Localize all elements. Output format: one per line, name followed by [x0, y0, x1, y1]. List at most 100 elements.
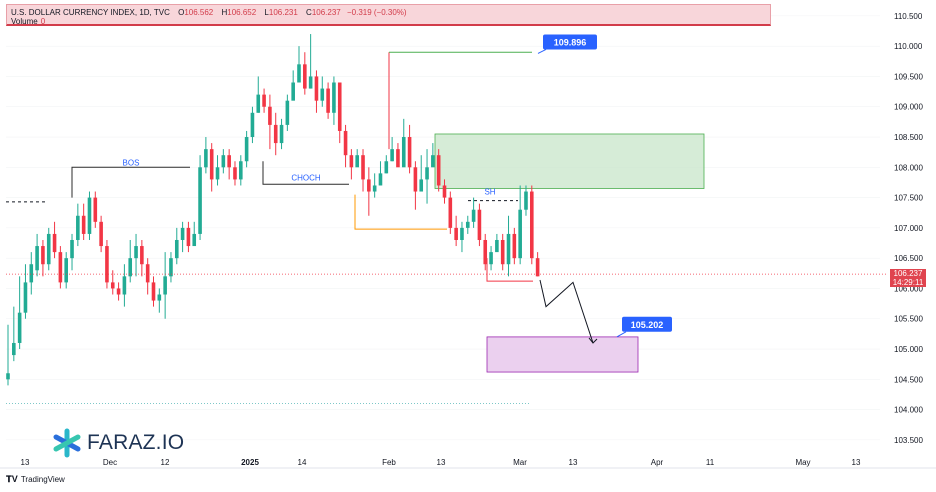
candle-body[interactable] — [396, 149, 400, 168]
candle-body[interactable] — [489, 252, 493, 265]
candle-body[interactable] — [343, 130, 348, 156]
candle-body[interactable] — [70, 239, 74, 259]
candle-body[interactable] — [41, 246, 45, 265]
candle-body[interactable] — [215, 167, 220, 180]
candle-body[interactable] — [355, 155, 359, 168]
candle-body[interactable] — [483, 239, 488, 265]
choch-line[interactable] — [262, 161, 349, 185]
candle-body[interactable] — [169, 258, 173, 277]
candle-body[interactable] — [518, 209, 522, 259]
candle-body[interactable] — [186, 227, 191, 247]
projection-arrow[interactable] — [539, 279, 594, 344]
candle-body[interactable] — [530, 191, 534, 259]
bos-line[interactable] — [71, 166, 190, 198]
candle-body[interactable] — [419, 179, 424, 192]
candle-body[interactable] — [471, 209, 476, 222]
target-high-callout[interactable]: 109.896 — [537, 34, 597, 54]
candle-body[interactable] — [291, 82, 295, 101]
candle-body[interactable] — [157, 294, 162, 301]
symbol-legend[interactable]: U.S. DOLLAR CURRENCY INDEX, 1D, TVC O106… — [6, 4, 771, 26]
candle-body[interactable] — [442, 185, 447, 198]
candle-body[interactable] — [12, 342, 16, 356]
tradingview-attribution[interactable]: 𝐓V TradingView — [6, 474, 65, 485]
candle-body[interactable] — [239, 161, 243, 180]
candle-body[interactable] — [209, 149, 214, 180]
candle-body[interactable] — [116, 288, 121, 295]
candle-body[interactable] — [52, 233, 57, 253]
candle-body[interactable] — [413, 167, 418, 192]
candle-body[interactable] — [233, 167, 237, 180]
candle-body[interactable] — [285, 100, 290, 125]
candle-body[interactable] — [448, 197, 453, 228]
candle-body[interactable] — [431, 155, 435, 168]
candle-body[interactable] — [425, 167, 429, 180]
candle-body[interactable] — [506, 233, 511, 265]
candle-body[interactable] — [495, 239, 499, 253]
candle-body[interactable] — [64, 258, 68, 283]
candle-body[interactable] — [99, 221, 103, 247]
candle-body[interactable] — [460, 227, 464, 240]
candle-body[interactable] — [29, 264, 34, 283]
candle-body[interactable] — [372, 185, 377, 192]
candle-body[interactable] — [367, 179, 371, 192]
candle-body[interactable] — [23, 282, 28, 313]
candle-body[interactable] — [314, 76, 319, 101]
candle-body[interactable] — [227, 155, 231, 168]
swing-low-line[interactable] — [354, 194, 447, 230]
candle-body[interactable] — [58, 252, 63, 283]
candle-body[interactable] — [268, 106, 272, 125]
target-zone[interactable] — [486, 336, 639, 373]
candle-body[interactable] — [180, 227, 185, 240]
candle-body[interactable] — [163, 276, 167, 295]
candle-body[interactable] — [105, 246, 109, 283]
candle-body[interactable] — [93, 197, 98, 222]
candle-body[interactable] — [145, 264, 150, 283]
candle-body[interactable] — [76, 215, 80, 240]
candle-body[interactable] — [17, 312, 22, 343]
candle-body[interactable] — [297, 64, 301, 83]
candle-body[interactable] — [279, 124, 284, 144]
candle-body[interactable] — [256, 94, 261, 113]
candle-body[interactable] — [384, 161, 389, 174]
candle-body[interactable] — [262, 94, 266, 107]
candle-body[interactable] — [512, 233, 517, 259]
candle-body[interactable] — [454, 227, 458, 240]
candle-body[interactable] — [500, 239, 505, 265]
candle-body[interactable] — [436, 155, 441, 186]
candle-body[interactable] — [140, 246, 144, 265]
candle-body[interactable] — [244, 137, 249, 162]
candle-body[interactable] — [174, 239, 179, 259]
recent-low-line[interactable] — [486, 258, 533, 282]
candle-body[interactable] — [273, 124, 278, 144]
candle-body[interactable] — [320, 88, 325, 101]
candle-body[interactable] — [110, 282, 115, 289]
candle-body[interactable] — [308, 76, 313, 89]
candle-body[interactable] — [151, 282, 156, 301]
candle-body[interactable] — [326, 88, 330, 113]
supply-zone[interactable] — [434, 133, 705, 189]
candle-body[interactable] — [192, 233, 197, 247]
candle-body[interactable] — [407, 137, 412, 168]
candle-body[interactable] — [128, 258, 133, 277]
candle-body[interactable] — [221, 155, 226, 168]
candle-body[interactable] — [465, 221, 470, 228]
candle-body[interactable] — [337, 82, 342, 131]
candle-body[interactable] — [87, 197, 92, 234]
candle-body[interactable] — [401, 137, 406, 168]
candle-body[interactable] — [535, 258, 540, 277]
candle-body[interactable] — [477, 209, 482, 240]
candle-body[interactable] — [134, 246, 138, 259]
candle-body[interactable] — [250, 112, 255, 138]
candle-body[interactable] — [198, 167, 202, 234]
candle-body[interactable] — [524, 191, 528, 210]
candle-body[interactable] — [349, 155, 354, 168]
target-low-callout[interactable]: 105.202 — [616, 316, 672, 338]
candle-body[interactable] — [122, 276, 127, 295]
candle-body[interactable] — [46, 233, 51, 265]
candle-body[interactable] — [35, 246, 39, 271]
candle-body[interactable] — [378, 173, 383, 186]
candle-body[interactable] — [390, 149, 394, 162]
candle-body[interactable] — [361, 155, 365, 180]
candle-body[interactable] — [332, 82, 336, 113]
